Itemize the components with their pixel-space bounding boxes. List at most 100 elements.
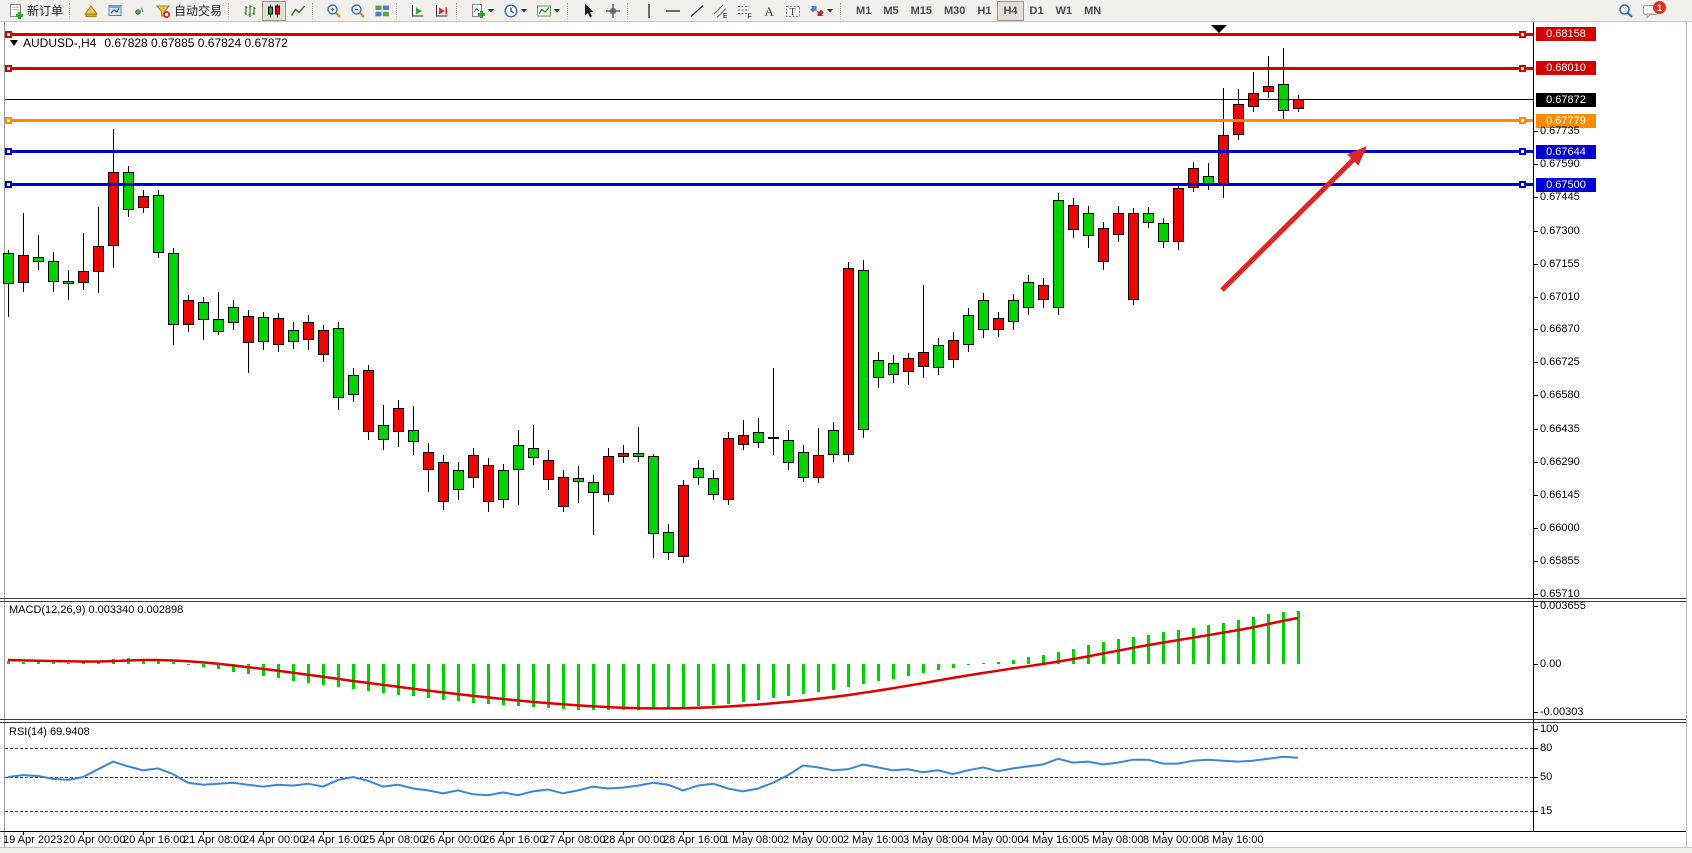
signals-button[interactable] bbox=[127, 1, 151, 21]
candlestick-chart-button[interactable] bbox=[262, 0, 287, 21]
svg-text:F: F bbox=[748, 13, 752, 19]
candle bbox=[138, 196, 149, 209]
panel-separator[interactable] bbox=[0, 601, 1686, 602]
panel-separator[interactable] bbox=[0, 719, 1686, 720]
price-tick-label: 0.66435 bbox=[1540, 422, 1580, 435]
vertical-line-button[interactable] bbox=[637, 1, 661, 21]
horizontal-line-button[interactable] bbox=[661, 1, 685, 21]
macd-histogram-bar bbox=[67, 662, 70, 664]
equidistant-channel-button[interactable]: E bbox=[709, 1, 733, 21]
indicators-button[interactable] bbox=[466, 1, 499, 21]
horizontal-line-object[interactable] bbox=[5, 183, 1533, 187]
auto-trading-icon bbox=[155, 5, 171, 18]
candle bbox=[183, 300, 194, 325]
trendline-button[interactable] bbox=[685, 1, 709, 21]
navigator-button[interactable] bbox=[103, 1, 127, 21]
auto-scroll-button[interactable] bbox=[406, 1, 430, 21]
candle bbox=[678, 485, 689, 558]
market-watch-icon bbox=[84, 4, 99, 17]
timeframe-m1-button[interactable]: M1 bbox=[856, 4, 872, 17]
symbol-collapse-icon[interactable] bbox=[10, 40, 18, 46]
macd-histogram-bar bbox=[952, 664, 955, 668]
timeframe-m15-button[interactable]: M15 bbox=[910, 4, 932, 17]
horizontal-line-object[interactable] bbox=[5, 150, 1533, 154]
time-tick bbox=[83, 831, 84, 835]
line-handle[interactable] bbox=[5, 181, 12, 189]
candle bbox=[108, 172, 119, 247]
line-handle[interactable] bbox=[1519, 148, 1526, 156]
auto-trading-label: 自动交易 bbox=[174, 4, 223, 18]
timeframe-h1-button[interactable]: H1 bbox=[977, 4, 992, 17]
navigator-icon bbox=[108, 4, 122, 16]
timeframe-w1-button[interactable]: W1 bbox=[1055, 4, 1073, 17]
line-handle[interactable] bbox=[5, 117, 12, 125]
time-tick bbox=[623, 831, 624, 835]
line-handle[interactable] bbox=[1519, 30, 1526, 38]
macd-histogram-bar bbox=[247, 664, 250, 674]
search-button[interactable] bbox=[1614, 1, 1638, 21]
notification-count-badge: 1 bbox=[1653, 1, 1666, 14]
rsi-label: RSI(14) 69.9408 bbox=[9, 726, 90, 738]
macd-histogram-bar bbox=[877, 664, 880, 682]
new-order-button[interactable]: 新订单 bbox=[4, 1, 67, 21]
line-handle[interactable] bbox=[1519, 64, 1526, 72]
candle-wick bbox=[83, 233, 84, 291]
horizontal-line-object[interactable] bbox=[5, 32, 1533, 36]
line-handle[interactable] bbox=[5, 30, 12, 38]
timeframe-m30-button[interactable]: M30 bbox=[944, 4, 966, 17]
horizontal-line-object[interactable] bbox=[5, 66, 1533, 70]
timeframe-m5-button[interactable]: M5 bbox=[883, 4, 899, 17]
line-handle[interactable] bbox=[1519, 181, 1526, 189]
fibonacci-button[interactable]: F bbox=[733, 1, 757, 21]
panel-separator[interactable] bbox=[0, 722, 1686, 723]
line-chart-button[interactable] bbox=[286, 1, 310, 21]
macd-histogram-bar bbox=[1147, 634, 1150, 664]
timeframe-mn-button[interactable]: MN bbox=[1084, 4, 1102, 17]
price-badge: 0.67779 bbox=[1536, 113, 1596, 128]
macd-histogram-bar bbox=[532, 664, 535, 708]
timeframe-d1-button[interactable]: D1 bbox=[1029, 4, 1044, 17]
chart-shift-button[interactable] bbox=[430, 1, 454, 21]
macd-histogram-bar bbox=[637, 664, 640, 710]
cursor-button[interactable] bbox=[577, 1, 601, 21]
zoom-in-button[interactable] bbox=[322, 1, 346, 21]
horizontal-line-object[interactable] bbox=[5, 119, 1533, 123]
line-handle[interactable] bbox=[1519, 117, 1526, 125]
timeframe-h4-button[interactable]: H4 bbox=[997, 0, 1024, 21]
market-watch-button[interactable] bbox=[79, 1, 103, 21]
panel-separator[interactable] bbox=[0, 598, 1686, 599]
chart-title: AUDUSD-,H4 0.67828 0.67885 0.67824 0.678… bbox=[10, 36, 288, 50]
time-tick bbox=[863, 831, 864, 835]
time-tick-label: 2 May 16:00 bbox=[843, 834, 904, 846]
time-tick-label: 4 May 00:00 bbox=[963, 834, 1024, 846]
crosshair-button[interactable] bbox=[601, 1, 625, 21]
auto-trading-button[interactable]: 自动交易 bbox=[151, 1, 226, 21]
time-tick-label: 19 Apr 2023 bbox=[3, 834, 63, 846]
tile-windows-button[interactable] bbox=[370, 1, 394, 21]
bar-chart-button[interactable] bbox=[238, 1, 262, 21]
candle bbox=[93, 246, 104, 272]
toolbar-grip bbox=[567, 2, 573, 19]
zoom-out-button[interactable] bbox=[346, 1, 370, 21]
text-button[interactable]: A bbox=[757, 1, 781, 21]
candle bbox=[873, 360, 884, 379]
macd-histogram-bar bbox=[97, 661, 100, 664]
rsi-level-line bbox=[5, 810, 1533, 812]
periods-button[interactable] bbox=[499, 1, 532, 21]
candle bbox=[828, 430, 839, 455]
trend-arrow-object[interactable] bbox=[1220, 146, 1367, 292]
price-tick bbox=[1533, 296, 1538, 298]
price-tick-label: 0.66725 bbox=[1540, 356, 1580, 369]
candle bbox=[963, 315, 974, 345]
chart-window-left-border bbox=[4, 22, 5, 853]
horizontal-line-object[interactable] bbox=[5, 99, 1533, 101]
templates-button[interactable] bbox=[532, 1, 565, 21]
line-handle[interactable] bbox=[5, 64, 12, 72]
time-tick bbox=[683, 831, 684, 835]
time-tick bbox=[323, 831, 324, 835]
line-handle[interactable] bbox=[5, 148, 12, 156]
candle bbox=[558, 477, 569, 507]
macd-histogram-bar bbox=[772, 664, 775, 699]
arrows-button[interactable] bbox=[805, 1, 838, 21]
text-label-button[interactable]: T bbox=[781, 1, 805, 21]
